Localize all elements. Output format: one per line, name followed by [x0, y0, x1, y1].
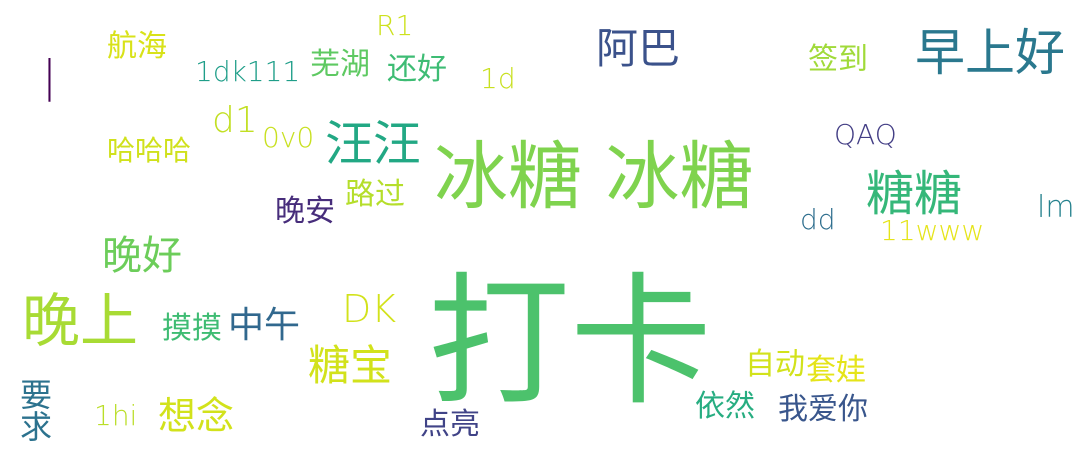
word-zaoshanghao: 早上好	[915, 24, 1065, 82]
word-tangbao: 糖宝	[308, 341, 393, 390]
word-dianliang: 点亮	[420, 407, 480, 442]
word-momo: 摸摸	[162, 311, 222, 346]
word-1dk111: 1dk111	[195, 55, 301, 88]
word-qiandao: 签到	[808, 42, 868, 77]
word-yiran: 依然	[695, 389, 755, 424]
word-wangwang: 汪汪	[325, 116, 422, 172]
word-hanghai: 航海	[107, 29, 167, 64]
word-wanshang: 晚上	[22, 287, 139, 355]
word-dk: DK	[342, 287, 397, 331]
word-tangtang: 糖糖	[866, 166, 963, 222]
word-luguo: 路过	[345, 177, 405, 212]
word-yaoqiu: 要求	[15, 378, 53, 442]
word-bingtang: 冰糖 冰糖	[434, 134, 754, 220]
word-woaini: 我爱你	[778, 392, 868, 427]
word-dd: dd	[800, 203, 836, 236]
word-wanan: 晚安	[275, 194, 335, 229]
word-zhongwu: 中午	[228, 305, 301, 346]
word-wanhao: 晚好	[102, 233, 182, 279]
word-lm: lm	[1037, 190, 1075, 225]
word-1hi: 1hi	[94, 399, 138, 432]
word-11www: 11www	[880, 214, 985, 247]
word-1d: 1d	[480, 62, 516, 95]
word-aba: 阿巴	[596, 24, 681, 73]
word-daka: 打卡	[428, 260, 712, 425]
word-zidong: 自动	[745, 347, 805, 382]
word-d1: d1	[212, 100, 258, 141]
word-r1: R1	[376, 9, 414, 42]
word-taowa: 套娃	[806, 353, 866, 388]
word-qaq: QAQ	[834, 118, 897, 151]
word-0v0: 0v0	[262, 121, 315, 154]
word-bar: |	[42, 51, 57, 102]
word-haihao: 还好	[387, 52, 447, 87]
word-xiangnian: 想念	[158, 394, 235, 438]
word-wuhu: 芜湖	[310, 47, 370, 82]
word-hahaha: 哈哈哈	[107, 134, 192, 167]
